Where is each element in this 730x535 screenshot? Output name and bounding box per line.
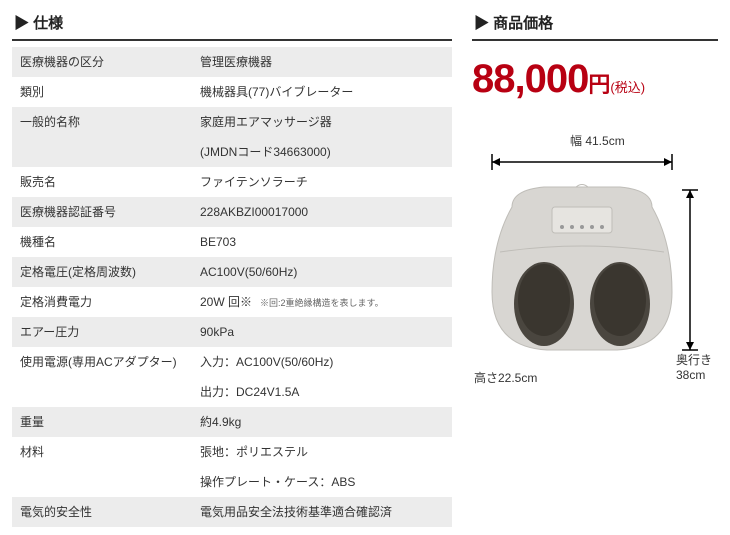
- spec-value: 電気用品安全法技術基準適合確認済: [192, 497, 452, 527]
- spec-value-text: 入力：AC100V(50/60Hz): [200, 355, 333, 369]
- spec-value: (JMDNコード34663000): [192, 137, 452, 167]
- spec-label: [12, 377, 192, 407]
- spec-column: ▶ 仕様 医療機器の区分管理医療機器類別機械器具(77)バイブレーター一般的名称…: [12, 8, 452, 527]
- table-row: 類別機械器具(77)バイブレーター: [12, 77, 452, 107]
- spec-value: 張地：ポリエステル: [192, 437, 452, 467]
- spec-label: エアー圧力: [12, 317, 192, 347]
- dim-depth-label: 奥行き 38cm: [676, 353, 712, 382]
- spec-value-text: ファイテンソラーチ: [200, 175, 308, 189]
- spec-value: 機械器具(77)バイブレーター: [192, 77, 452, 107]
- table-row: 重量約4.9kg: [12, 407, 452, 437]
- spec-label: 使用電源(専用ACアダプター): [12, 347, 192, 377]
- table-row: 使用電源(専用ACアダプター) 入力：AC100V(50/60Hz): [12, 347, 452, 377]
- price-column: ▶ 商品価格 88,000円(税込) 幅 41.5cm: [472, 8, 718, 527]
- spec-value: 操作プレート・ケース：ABS: [192, 467, 452, 497]
- spec-value-text: 20W 回※: [200, 295, 252, 309]
- spec-value-text: 電気用品安全法技術基準適合確認済: [200, 505, 392, 519]
- spec-table-body: 医療機器の区分管理医療機器類別機械器具(77)バイブレーター一般的名称家庭用エア…: [12, 47, 452, 527]
- spec-value-text: 90kPa: [200, 325, 234, 339]
- spec-value-text: 家庭用エアマッサージ器: [200, 115, 332, 129]
- spec-label: 一般的名称: [12, 107, 192, 137]
- spec-label: 材料: [12, 437, 192, 467]
- spec-table: 医療機器の区分管理医療機器類別機械器具(77)バイブレーター一般的名称家庭用エア…: [12, 47, 452, 527]
- price-amount: 88,000: [472, 57, 588, 101]
- spec-label: [12, 137, 192, 167]
- spec-value-text: 張地：ポリエステル: [200, 445, 308, 459]
- dim-height-label: 高さ22.5cm: [474, 369, 537, 386]
- spec-value-text: (JMDNコード34663000): [200, 145, 331, 159]
- device-body-group: [492, 185, 672, 351]
- spec-label: 医療機器認証番号: [12, 197, 192, 227]
- spec-label: 機種名: [12, 227, 192, 257]
- spec-label: [12, 467, 192, 497]
- spec-value: 228AKBZI00017000: [192, 197, 452, 227]
- spec-value-text: BE703: [200, 235, 236, 249]
- table-row: 一般的名称家庭用エアマッサージ器: [12, 107, 452, 137]
- price-tax-note: (税込): [610, 80, 645, 95]
- spec-value-text: 管理医療機器: [200, 55, 272, 69]
- spec-value: 出力：DC24V1.5A: [192, 377, 452, 407]
- spec-label: 電気的安全性: [12, 497, 192, 527]
- table-row: 電気的安全性電気用品安全法技術基準適合確認済: [12, 497, 452, 527]
- price-display: 88,000円(税込): [472, 47, 718, 122]
- spec-label: 販売名: [12, 167, 192, 197]
- table-row: 医療機器認証番号 228AKBZI00017000: [12, 197, 452, 227]
- spec-value-text: 出力：DC24V1.5A: [200, 385, 299, 399]
- table-row: (JMDNコード34663000): [12, 137, 452, 167]
- price-header: ▶ 商品価格: [472, 8, 718, 41]
- spec-note: ※回:2重絶縁構造を表します。: [260, 298, 384, 308]
- dim-depth-text-2: 38cm: [676, 368, 705, 382]
- spec-value: BE703: [192, 227, 452, 257]
- spec-header: ▶ 仕様: [12, 8, 452, 41]
- table-row: エアー圧力 90kPa: [12, 317, 452, 347]
- spec-label: 類別: [12, 77, 192, 107]
- table-row: 定格電圧(定格周波数) AC100V(50/60Hz): [12, 257, 452, 287]
- spec-label: 医療機器の区分: [12, 47, 192, 77]
- spec-value: 20W 回※ ※回:2重絶縁構造を表します。: [192, 287, 452, 317]
- table-row: 定格消費電力 20W 回※ ※回:2重絶縁構造を表します。: [12, 287, 452, 317]
- price-currency: 円: [588, 72, 610, 97]
- spec-value: AC100V(50/60Hz): [192, 257, 452, 287]
- table-row: 操作プレート・ケース：ABS: [12, 467, 452, 497]
- spec-label: 定格消費電力: [12, 287, 192, 317]
- table-row: 医療機器の区分管理医療機器: [12, 47, 452, 77]
- spec-value: 入力：AC100V(50/60Hz): [192, 347, 452, 377]
- dim-depth-text-1: 奥行き: [676, 353, 712, 367]
- table-row: 販売名ファイテンソラーチ: [12, 167, 452, 197]
- spec-value: 約4.9kg: [192, 407, 452, 437]
- table-row: 機種名 BE703: [12, 227, 452, 257]
- spec-value-text: 操作プレート・ケース：ABS: [200, 475, 355, 489]
- page-root: ▶ 仕様 医療機器の区分管理医療機器類別機械器具(77)バイブレーター一般的名称…: [0, 0, 730, 535]
- spec-value: 90kPa: [192, 317, 452, 347]
- product-svg: [472, 132, 702, 392]
- spec-value-text: 228AKBZI00017000: [200, 205, 308, 219]
- dim-width-label: 幅 41.5cm: [570, 132, 625, 149]
- spec-value-text: AC100V(50/60Hz): [200, 265, 297, 279]
- spec-value: 家庭用エアマッサージ器: [192, 107, 452, 137]
- spec-value-text: 機械器具(77)バイブレーター: [200, 85, 353, 99]
- spec-value: 管理医療機器: [192, 47, 452, 77]
- spec-label: 重量: [12, 407, 192, 437]
- spec-value: ファイテンソラーチ: [192, 167, 452, 197]
- spec-value-text: 約4.9kg: [200, 415, 241, 429]
- product-diagram: 幅 41.5cm: [472, 132, 702, 392]
- spec-label: 定格電圧(定格周波数): [12, 257, 192, 287]
- table-row: 材料張地：ポリエステル: [12, 437, 452, 467]
- table-row: 出力：DC24V1.5A: [12, 377, 452, 407]
